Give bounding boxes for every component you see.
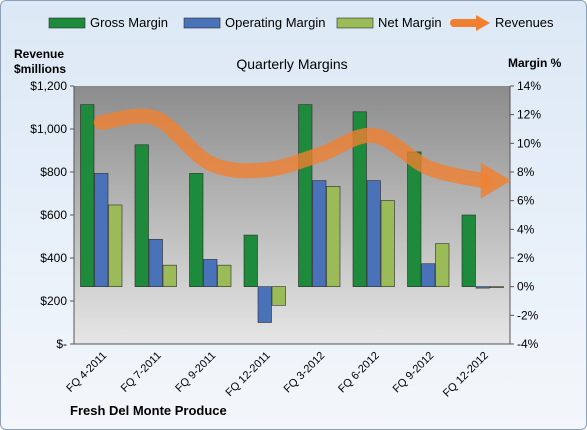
bar-net-margin bbox=[162, 264, 177, 287]
right-tick-label: 2% bbox=[517, 251, 535, 265]
bar-net-margin bbox=[217, 264, 232, 287]
right-tick-label: 6% bbox=[517, 194, 535, 208]
left-tick-label: $200 bbox=[40, 294, 67, 308]
right-tick-label: 0% bbox=[517, 280, 535, 294]
bar-operating-margin bbox=[94, 173, 109, 287]
bar-operating-margin bbox=[148, 239, 163, 287]
right-tick-label: 4% bbox=[517, 222, 535, 236]
x-tick-label: FQ 12-2012 bbox=[441, 350, 491, 400]
left-tick-label: $600 bbox=[40, 208, 67, 222]
left-tick-label: $1,200 bbox=[30, 79, 67, 93]
bar-gross-margin bbox=[352, 111, 367, 287]
bar-net-margin bbox=[271, 286, 286, 306]
bar-net-margin bbox=[108, 204, 123, 287]
left-tick-label: $1,000 bbox=[30, 122, 67, 136]
legend-swatch-revenues-arrow bbox=[476, 15, 490, 31]
bar-net-margin bbox=[380, 200, 395, 287]
right-tick-label: -2% bbox=[517, 308, 539, 322]
x-tick-label: FQ 9-2012 bbox=[391, 350, 437, 396]
bar-net-margin bbox=[489, 286, 504, 288]
x-tick-label: FQ 7-2011 bbox=[119, 350, 164, 395]
bar-operating-margin bbox=[366, 180, 381, 287]
bar-operating-margin bbox=[203, 259, 218, 287]
bar-gross-margin bbox=[243, 234, 258, 287]
left-axis-title-unit: $millions bbox=[14, 62, 66, 76]
bar-gross-margin bbox=[461, 214, 476, 287]
x-tick-label: FQ 9-2011 bbox=[173, 350, 218, 395]
right-tick-label: 12% bbox=[517, 108, 541, 122]
legend-label: Net Margin bbox=[378, 15, 442, 30]
revenues-arrowhead bbox=[480, 162, 511, 199]
left-axis-title: Revenue bbox=[14, 47, 64, 61]
bar-gross-margin bbox=[298, 104, 313, 287]
bar-operating-margin bbox=[312, 180, 327, 287]
left-tick-label: $400 bbox=[40, 251, 67, 265]
right-tick-label: -4% bbox=[517, 337, 539, 351]
bar-gross-margin bbox=[407, 151, 422, 287]
right-axis-title: Margin % bbox=[508, 56, 562, 70]
right-tick-label: 8% bbox=[517, 165, 535, 179]
legend-swatch-operating-margin bbox=[183, 17, 221, 29]
x-tick-label: FQ 6-2012 bbox=[336, 350, 382, 396]
right-tick-label: 10% bbox=[517, 136, 541, 150]
left-tick-label: $- bbox=[56, 337, 67, 351]
legend-label: Operating Margin bbox=[225, 15, 325, 30]
revenues-line bbox=[93, 108, 491, 189]
legend-label: Revenues bbox=[495, 15, 554, 30]
x-tick-label: FQ 3-2012 bbox=[282, 350, 328, 396]
bar-gross-margin bbox=[80, 104, 95, 287]
x-tick-label: FQ 4-2011 bbox=[64, 350, 109, 395]
chart-title: Quarterly Margins bbox=[236, 56, 347, 72]
x-tick-label: FQ 12-2011 bbox=[223, 350, 272, 399]
right-tick-label: 14% bbox=[517, 79, 541, 93]
bar-operating-margin bbox=[257, 286, 272, 323]
bar-operating-margin bbox=[421, 263, 436, 287]
legend-swatch-net-margin bbox=[336, 17, 374, 29]
bar-net-margin bbox=[435, 243, 450, 287]
bar-gross-margin bbox=[189, 173, 204, 287]
left-tick-label: $800 bbox=[40, 165, 67, 179]
bar-net-margin bbox=[326, 186, 341, 287]
legend-swatch-gross-margin bbox=[48, 17, 86, 29]
company-name: Fresh Del Monte Produce bbox=[70, 403, 227, 418]
legend-label: Gross Margin bbox=[90, 15, 168, 30]
bar-gross-margin bbox=[134, 144, 149, 287]
bar-operating-margin bbox=[475, 286, 490, 289]
